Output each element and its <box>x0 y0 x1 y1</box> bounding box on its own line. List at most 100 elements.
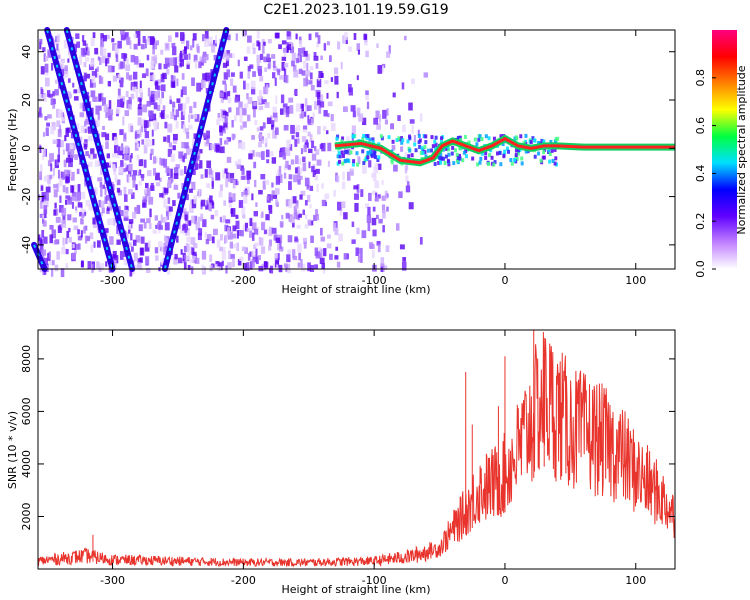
spectrogram-cell <box>90 244 93 253</box>
spectrogram-cell <box>179 59 185 67</box>
spectrogram-cell <box>300 258 303 268</box>
spectrogram-cell <box>345 37 348 45</box>
spectrogram-cell <box>275 95 278 105</box>
spectrogram-cell <box>159 157 162 165</box>
spectrogram-cell <box>141 73 147 79</box>
spectrogram-cell <box>223 72 228 80</box>
spectrogram-cell <box>100 200 105 208</box>
spectrogram-cell <box>272 130 278 139</box>
spectrogram-cell <box>327 113 330 118</box>
spectrogram-cell <box>487 136 491 141</box>
spectrogram-cell <box>154 215 158 221</box>
snr-frame <box>37 329 676 570</box>
spectrogram-cell <box>309 134 313 143</box>
spectrogram-cell <box>346 136 350 143</box>
spectrogram-cell <box>223 122 228 128</box>
spectrogram-cell <box>161 84 166 92</box>
spectrogram-cell <box>355 247 360 257</box>
spectrogram-cell <box>65 174 71 183</box>
spectrogram-cell <box>112 75 118 82</box>
spectrogram-cell <box>282 152 287 160</box>
spectrogram-cell <box>305 214 308 220</box>
spectrogram-cell <box>141 174 144 181</box>
spectrogram-cell <box>477 137 481 142</box>
spectrogram-cell <box>197 232 202 241</box>
spectrogram-cell <box>47 49 52 59</box>
spectrogram-cell <box>307 262 311 272</box>
spectrogram-cell <box>184 214 188 221</box>
spectrogram-cell <box>145 255 150 265</box>
spectrogram-cell <box>376 214 379 220</box>
spectrogram-cell <box>315 214 319 221</box>
spectrogram-cell <box>298 213 302 218</box>
spectrogram-cell <box>128 219 134 224</box>
spectrogram-cell <box>83 72 87 82</box>
spectrogram-cell <box>282 47 287 53</box>
spectrogram-cell <box>457 153 461 158</box>
spectrogram-cell <box>516 151 520 156</box>
spectrogram-cell <box>131 86 137 93</box>
spectrogram-cell <box>222 215 226 223</box>
spectrogram-cell <box>164 121 168 129</box>
spectrogram-cell <box>106 107 111 116</box>
spectrogram-cell <box>152 48 155 55</box>
spectrogram-cell <box>45 186 51 193</box>
spectrogram-cell <box>401 261 407 271</box>
spectrogram-cell <box>260 139 264 144</box>
spectrogram-cell <box>126 174 129 183</box>
spectrogram-cell <box>397 115 401 121</box>
spectrogram-cell <box>43 257 48 266</box>
spectrogram-cell <box>487 161 491 166</box>
spectrogram-cell <box>96 240 101 248</box>
spectrogram-cell <box>170 153 176 162</box>
spectrogram-cell <box>224 234 228 243</box>
spectrogram-cell <box>97 56 100 61</box>
spectrogram-cell <box>150 60 155 69</box>
spectrogram-cell <box>142 36 146 43</box>
spectrogram-cell <box>422 134 426 139</box>
spectrogram-cell <box>520 161 524 166</box>
spectrogram-cell <box>363 33 367 40</box>
spectrogram-cell <box>484 151 488 156</box>
spectrogram-cell <box>180 38 185 44</box>
spectrogram-cell <box>136 204 141 214</box>
spectrogram-cell <box>391 144 396 151</box>
spectrogram-cell <box>210 214 215 220</box>
spectrogram-cell <box>198 189 201 199</box>
spectrogram-cell <box>522 141 526 146</box>
spectrogram-cell <box>184 142 189 149</box>
spectrogram-cell <box>397 136 401 141</box>
spectrogram-cell <box>259 152 262 158</box>
spectrogram-cell <box>100 46 104 56</box>
spectrogram-cell <box>130 93 135 99</box>
spectrogram-cell <box>219 216 222 223</box>
spectrogram-cell <box>41 249 47 256</box>
spectrogram-cell <box>180 111 185 121</box>
spectrogram-cell <box>238 199 244 208</box>
spectrogram-cell <box>316 41 320 48</box>
spectrogram-cell <box>139 247 145 256</box>
spectrogram-cell <box>180 249 183 255</box>
spectrogram-cell <box>74 249 77 254</box>
spectrogram-cell <box>82 40 87 46</box>
spectrogram-cell <box>319 101 325 108</box>
spectrogram-cell <box>211 202 215 209</box>
spectrogram-cell <box>272 194 278 199</box>
spectrogram-cell <box>286 46 289 53</box>
spectrogram-cell <box>60 171 64 181</box>
spectrogram-cell <box>160 158 165 166</box>
spectrogram-cell <box>438 155 442 160</box>
spectrogram-cell <box>243 80 246 90</box>
spectrogram-cell <box>95 105 100 115</box>
spectrogram-cell <box>220 94 224 103</box>
spectrogram-cell <box>278 44 282 50</box>
spectrogram-cell <box>287 164 291 170</box>
spectrogram-cell <box>314 146 317 152</box>
spectrogram-cell <box>143 144 148 154</box>
ridge-2 <box>63 27 136 272</box>
spectrogram-cell <box>40 185 44 191</box>
spectrogram-cell <box>143 221 147 229</box>
spectrogram-cell <box>148 119 151 127</box>
spectrogram-cell <box>134 142 139 151</box>
